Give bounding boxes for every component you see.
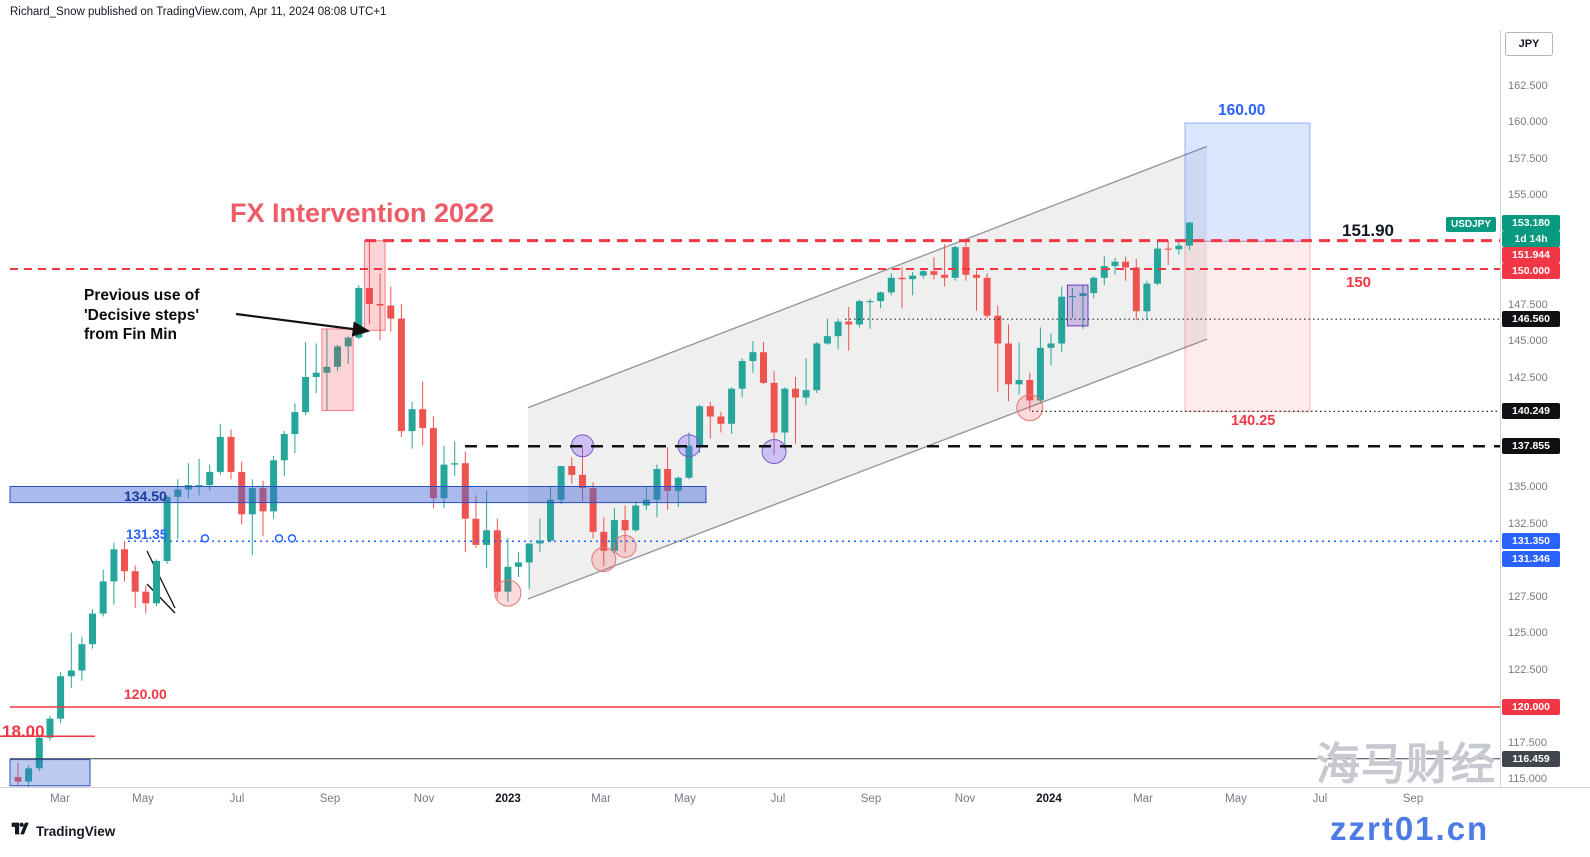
currency-button[interactable]: JPY bbox=[1505, 32, 1553, 56]
price-axis[interactable]: 162.500160.000157.500155.000152.500150.0… bbox=[1500, 30, 1590, 787]
annotation-line: 'Decisive steps' bbox=[84, 306, 200, 324]
time-tick-label: 2024 bbox=[1036, 793, 1062, 805]
price-tick-label: 157.500 bbox=[1508, 152, 1548, 165]
price-tick-label: 162.500 bbox=[1508, 79, 1548, 92]
price-tick-label: 160.000 bbox=[1508, 116, 1548, 128]
annotation-level-151-90[interactable]: 151.90 bbox=[1342, 221, 1394, 240]
annotation-line: Previous use of bbox=[84, 287, 200, 304]
annotation-level-120[interactable]: 120.00 bbox=[124, 686, 167, 702]
attribution-text: Richard_Snow published on TradingView.co… bbox=[10, 6, 387, 18]
annotation-level-134-50[interactable]: 134.50 bbox=[124, 488, 167, 504]
time-tick-label: Sep bbox=[1402, 793, 1424, 805]
time-tick-label: Nov bbox=[413, 793, 435, 805]
time-tick-label: May bbox=[1225, 793, 1247, 805]
price-label-badge: 151.944 bbox=[1502, 246, 1560, 263]
price-label-badge: 137.855 bbox=[1502, 438, 1560, 455]
watermark-url: zzrt01.cn bbox=[1330, 810, 1490, 847]
price-tick-label: 155.000 bbox=[1508, 189, 1548, 201]
time-tick-label: Jul bbox=[229, 793, 245, 805]
time-tick-label: Mar bbox=[50, 793, 70, 805]
time-tick-label: Nov bbox=[954, 793, 976, 805]
tradingview-logo-icon[interactable] bbox=[10, 820, 30, 842]
time-axis[interactable]: Mar May Jul Sep Nov 2023 Mar May Jul Sep Nov 2024 Ma… bbox=[0, 787, 1590, 812]
annotation-level-118[interactable]: 18.00 bbox=[2, 722, 45, 741]
annotation-level-160[interactable]: 160.00 bbox=[1218, 102, 1266, 119]
annotation-decisive-steps[interactable]: Previous use of 'Decisive steps' from Fi… bbox=[84, 286, 199, 345]
annotation-line: from Fin Min bbox=[84, 326, 177, 343]
price-label-badge: 140.249 bbox=[1502, 403, 1560, 420]
time-tick-label: Jul bbox=[770, 793, 786, 805]
price-tick-label: 135.000 bbox=[1508, 481, 1548, 493]
price-tick-label: 115.000 bbox=[1508, 773, 1547, 785]
price-label-badge: 131.350 bbox=[1502, 533, 1560, 550]
annotation-level-140-25[interactable]: 140.25 bbox=[1231, 413, 1276, 429]
price-tick-label: 145.000 bbox=[1508, 335, 1548, 347]
price-label-badge: 150.000 bbox=[1502, 263, 1560, 279]
price-label-badge: 146.560 bbox=[1502, 311, 1560, 328]
time-tick-label: Mar bbox=[591, 793, 611, 805]
price-label-badge: 116.459 bbox=[1502, 750, 1560, 767]
annotation-fx-intervention[interactable]: FX Intervention 2022 bbox=[230, 198, 495, 228]
price-tick-label: 117.500 bbox=[1508, 736, 1547, 749]
price-label-badge: 120.000 bbox=[1502, 699, 1560, 715]
price-tick-label: 142.500 bbox=[1508, 371, 1548, 384]
symbol-price-chip: USDJPY bbox=[1446, 217, 1497, 232]
price-tick-label: 125.000 bbox=[1508, 627, 1548, 639]
price-tick-label: 127.500 bbox=[1508, 590, 1548, 603]
price-tick-label: 147.500 bbox=[1508, 298, 1548, 311]
annotation-level-131-35[interactable]: 131.35 bbox=[126, 527, 168, 542]
price-tick-label: 132.500 bbox=[1508, 517, 1548, 530]
price-label-badge: 131.346 bbox=[1502, 551, 1560, 568]
tradingview-logo-text[interactable]: TradingView bbox=[36, 823, 116, 839]
price-tick-label: 122.500 bbox=[1508, 663, 1548, 676]
time-tick-label: May bbox=[674, 793, 696, 805]
time-tick-label: May bbox=[132, 793, 154, 805]
time-tick-label: Mar bbox=[1133, 793, 1153, 805]
footer: TradingView bbox=[10, 820, 115, 842]
time-tick-label: Sep bbox=[319, 793, 341, 805]
price-label-badge: 153.180 bbox=[1502, 214, 1560, 231]
price-label-badge: 1d 14h bbox=[1502, 230, 1560, 247]
annotation-level-150[interactable]: 150 bbox=[1346, 274, 1372, 291]
time-tick-label: Sep bbox=[860, 793, 882, 805]
time-tick-label: Jul bbox=[1312, 793, 1328, 805]
time-tick-label: 2023 bbox=[495, 793, 521, 805]
watermark-cjk: 海马财经 bbox=[1316, 740, 1496, 789]
